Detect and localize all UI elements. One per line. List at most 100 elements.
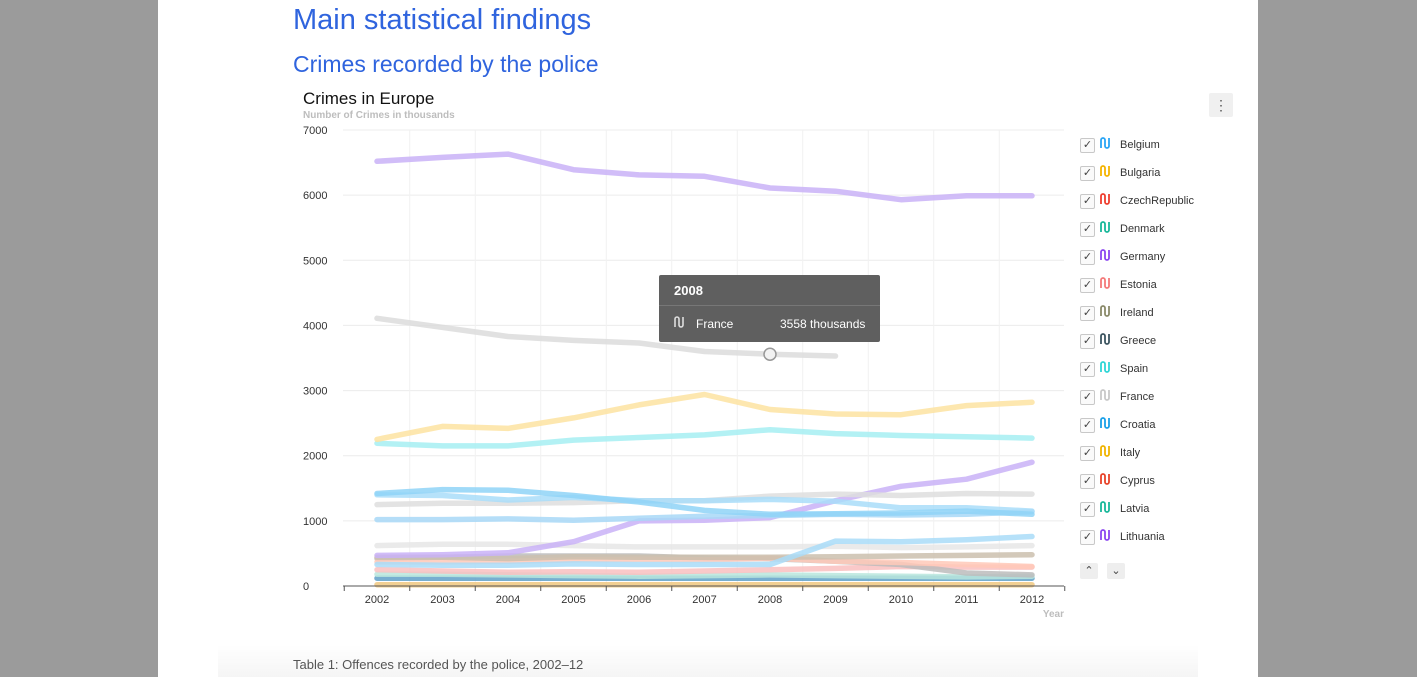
y-tick-label: 7000 bbox=[303, 125, 327, 137]
x-tick-label: 2009 bbox=[823, 594, 847, 606]
legend-item-greece[interactable]: ✓ Greece bbox=[1080, 332, 1240, 352]
line-symbol-icon bbox=[1099, 304, 1111, 320]
legend-item-denmark[interactable]: ✓ Denmark bbox=[1080, 220, 1240, 240]
legend-label: Cyprus bbox=[1120, 475, 1155, 487]
x-tick-label: 2004 bbox=[496, 594, 520, 606]
table-caption: Table 1: Offences recorded by the police… bbox=[293, 657, 584, 672]
line-symbol-icon bbox=[1099, 164, 1111, 180]
legend-item-italy[interactable]: ✓ Italy bbox=[1080, 444, 1240, 464]
hover-point-marker bbox=[763, 347, 777, 361]
chart-title: Crimes in Europe bbox=[303, 89, 435, 108]
x-tick-label: 2002 bbox=[365, 594, 389, 606]
line-symbol-icon bbox=[673, 316, 685, 331]
legend-checkbox[interactable]: ✓ bbox=[1080, 530, 1095, 545]
line-symbol-icon bbox=[1099, 220, 1111, 236]
legend-checkbox[interactable]: ✓ bbox=[1080, 222, 1095, 237]
legend-label: France bbox=[1120, 391, 1155, 403]
tooltip-divider bbox=[659, 305, 880, 306]
chevron-up-icon: ⌃ bbox=[1084, 565, 1094, 577]
legend-item-france[interactable]: ✓ France bbox=[1080, 388, 1240, 408]
table-shadow bbox=[218, 645, 1198, 677]
legend-checkbox[interactable]: ✓ bbox=[1080, 502, 1095, 517]
x-tick-label: 2007 bbox=[692, 594, 716, 606]
line-symbol-icon bbox=[1099, 360, 1111, 376]
legend-item-ireland[interactable]: ✓ Ireland bbox=[1080, 304, 1240, 324]
tooltip-year: 2008 bbox=[674, 283, 703, 298]
series-line bbox=[374, 533, 1035, 568]
chevron-down-icon: ⌄ bbox=[1111, 565, 1121, 577]
line-symbol-icon bbox=[1099, 332, 1111, 348]
line-symbol-icon bbox=[1099, 192, 1111, 208]
legend-item-czechrepublic[interactable]: ✓ CzechRepublic bbox=[1080, 192, 1240, 212]
legend-checkbox[interactable]: ✓ bbox=[1080, 166, 1095, 181]
legend-checkbox[interactable]: ✓ bbox=[1080, 446, 1095, 461]
legend-checkbox[interactable]: ✓ bbox=[1080, 278, 1095, 293]
line-symbol-icon bbox=[1099, 248, 1111, 264]
legend-label: Italy bbox=[1120, 447, 1141, 459]
page-heading: Main statistical findings bbox=[293, 4, 592, 36]
y-tick-label: 0 bbox=[303, 581, 309, 593]
legend-item-belgium[interactable]: ✓ Belgium bbox=[1080, 136, 1240, 156]
x-axis-label: Year bbox=[1043, 609, 1064, 620]
legend-checkbox[interactable]: ✓ bbox=[1080, 138, 1095, 153]
series-line bbox=[374, 459, 1035, 559]
series-line bbox=[374, 571, 1035, 580]
legend-label: Lithuania bbox=[1120, 531, 1165, 543]
y-tick-label: 6000 bbox=[303, 190, 327, 202]
series-line bbox=[374, 486, 1035, 518]
x-tick-label: 2005 bbox=[561, 594, 585, 606]
legend-item-latvia[interactable]: ✓ Latvia bbox=[1080, 500, 1240, 520]
vertical-dots-icon: ⋮ bbox=[1214, 97, 1228, 113]
page: Main statistical findings Crimes recorde… bbox=[158, 0, 1258, 677]
y-tick-label: 3000 bbox=[303, 386, 327, 398]
y-tick-label: 1000 bbox=[303, 516, 327, 528]
chart-tooltip: 2008 France 3558 thousands bbox=[659, 275, 880, 342]
line-symbol-icon bbox=[1099, 136, 1111, 152]
line-symbol-icon bbox=[1099, 500, 1111, 516]
tooltip-value: 3558 thousands bbox=[780, 317, 866, 331]
legend-label: Spain bbox=[1120, 363, 1149, 375]
legend-item-estonia[interactable]: ✓ Estonia bbox=[1080, 276, 1240, 296]
legend-page-up-button[interactable]: ⌃ bbox=[1080, 563, 1098, 579]
legend-checkbox[interactable]: ✓ bbox=[1080, 390, 1095, 405]
x-tick-label: 2011 bbox=[955, 594, 979, 606]
line-symbol-icon bbox=[1099, 472, 1111, 488]
legend-label: Estonia bbox=[1120, 279, 1157, 291]
legend-checkbox[interactable]: ✓ bbox=[1080, 194, 1095, 209]
x-tick-label: 2008 bbox=[758, 594, 782, 606]
legend-page-down-button[interactable]: ⌄ bbox=[1107, 563, 1125, 579]
series-line bbox=[374, 492, 1035, 514]
series-line bbox=[374, 315, 839, 359]
series-line bbox=[374, 426, 1035, 449]
legend-item-lithuania[interactable]: ✓ Lithuania bbox=[1080, 528, 1240, 548]
legend-item-bulgaria[interactable]: ✓ Bulgaria bbox=[1080, 164, 1240, 184]
line-symbol-icon bbox=[1099, 388, 1111, 404]
line-symbol-icon bbox=[1099, 444, 1111, 460]
legend-item-cyprus[interactable]: ✓ Cyprus bbox=[1080, 472, 1240, 492]
legend-item-germany[interactable]: ✓ Germany bbox=[1080, 248, 1240, 268]
y-tick-label: 5000 bbox=[303, 255, 327, 267]
legend-label: Ireland bbox=[1120, 307, 1154, 319]
legend-label: Denmark bbox=[1120, 223, 1165, 235]
chart-menu-button[interactable]: ⋮ bbox=[1209, 93, 1233, 117]
legend-checkbox[interactable]: ✓ bbox=[1080, 334, 1095, 349]
series-line bbox=[374, 541, 1035, 551]
x-tick-label: 2012 bbox=[1020, 594, 1044, 606]
legend-label: Latvia bbox=[1120, 503, 1150, 515]
legend-checkbox[interactable]: ✓ bbox=[1080, 362, 1095, 377]
legend-item-croatia[interactable]: ✓ Croatia bbox=[1080, 416, 1240, 436]
section-heading: Crimes recorded by the police bbox=[293, 51, 599, 77]
y-tick-label: 2000 bbox=[303, 451, 327, 463]
y-tick-label: 4000 bbox=[303, 320, 327, 332]
legend-label: Belgium bbox=[1120, 139, 1160, 151]
chart-canvas: 0 1000 2000 3000 4000 5000 6000 7000 2002 2003 200… bbox=[303, 125, 1066, 620]
x-tick-label: 2010 bbox=[889, 594, 913, 606]
legend-checkbox[interactable]: ✓ bbox=[1080, 250, 1095, 265]
series-line bbox=[374, 391, 1035, 443]
legend-item-spain[interactable]: ✓ Spain bbox=[1080, 360, 1240, 380]
x-tick-label: 2006 bbox=[627, 594, 651, 606]
legend-label: CzechRepublic bbox=[1120, 195, 1194, 207]
legend-checkbox[interactable]: ✓ bbox=[1080, 418, 1095, 433]
legend-checkbox[interactable]: ✓ bbox=[1080, 474, 1095, 489]
legend-checkbox[interactable]: ✓ bbox=[1080, 306, 1095, 321]
